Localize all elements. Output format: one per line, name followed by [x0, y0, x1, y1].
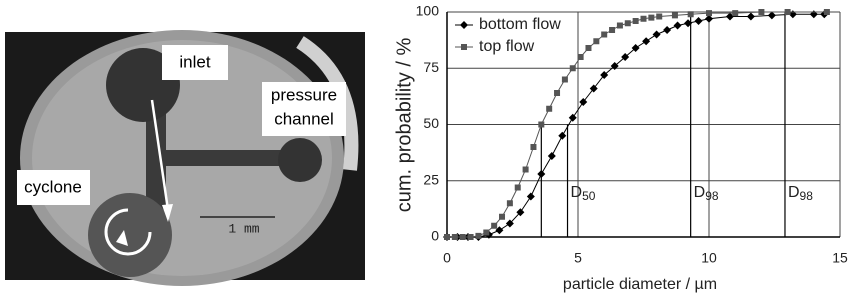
point — [562, 77, 568, 83]
channel — [160, 150, 295, 166]
label: pressure — [271, 85, 337, 104]
point — [674, 22, 682, 30]
point — [672, 12, 678, 18]
y-tick-label: 100 — [416, 3, 440, 19]
point — [625, 20, 631, 26]
point — [810, 10, 818, 18]
y-tick-label: 75 — [423, 59, 439, 75]
point — [491, 223, 497, 229]
point — [570, 65, 576, 71]
point — [601, 32, 607, 38]
point — [578, 54, 584, 60]
point — [617, 23, 623, 29]
annotation-sub: 98 — [705, 189, 719, 203]
point — [569, 114, 577, 122]
photo: inlet pressure channel cyclone 1 mm — [5, 30, 365, 286]
label: inlet — [179, 52, 210, 71]
y-axis-label: cum. probability / % — [393, 38, 415, 213]
point — [732, 10, 738, 16]
pressure-port — [278, 138, 322, 182]
point — [641, 16, 647, 22]
point — [768, 11, 776, 19]
point — [785, 9, 791, 15]
annotation-text: D — [694, 184, 706, 201]
point — [585, 45, 591, 51]
legend-label: top flow — [479, 38, 535, 55]
annotation-text: D — [571, 184, 583, 201]
x-tick-label: 15 — [832, 250, 848, 266]
legend-label: bottom flow — [479, 16, 561, 33]
annotation-sub: 50 — [582, 189, 596, 203]
point — [527, 193, 535, 201]
annotation: D98 — [788, 184, 813, 203]
annotation: D98 — [694, 184, 719, 203]
cyclone-port — [88, 193, 172, 277]
y-tick-label: 50 — [423, 115, 439, 131]
annotation-sub: 98 — [800, 189, 814, 203]
point — [538, 122, 544, 128]
point — [554, 90, 560, 96]
x-axis-label: particle diameter / µm — [563, 276, 717, 293]
annotation: D50 — [571, 184, 596, 203]
point — [824, 9, 830, 15]
point — [460, 234, 466, 240]
point — [530, 144, 536, 150]
point — [515, 185, 521, 191]
label: cyclone — [24, 177, 82, 196]
y-tick-label: 25 — [423, 171, 439, 187]
point — [507, 200, 513, 206]
point — [642, 37, 650, 45]
x-tick-label: 10 — [701, 250, 717, 266]
point — [593, 38, 599, 44]
point — [558, 132, 566, 140]
point — [475, 233, 481, 239]
figure: inlet pressure channel cyclone 1 mm cum.… — [0, 0, 854, 297]
point — [499, 214, 505, 220]
point — [548, 152, 556, 160]
point — [468, 234, 474, 240]
point — [546, 106, 552, 112]
point — [461, 44, 467, 50]
point — [758, 9, 764, 15]
point — [537, 170, 545, 178]
x-tick-label: 5 — [574, 250, 582, 266]
point — [695, 17, 703, 25]
point — [444, 234, 450, 240]
point — [663, 26, 671, 34]
scale-label: 1 mm — [228, 221, 259, 236]
legend: bottom flow top flow — [450, 13, 562, 61]
point — [523, 167, 529, 173]
label: channel — [274, 109, 334, 128]
y-tick-label: 0 — [431, 228, 439, 244]
point — [747, 13, 755, 21]
point — [483, 230, 489, 236]
point — [452, 234, 458, 240]
point — [653, 31, 661, 39]
point — [609, 27, 615, 33]
point — [688, 11, 694, 17]
point — [656, 14, 662, 20]
x-tick-label: 0 — [443, 250, 451, 266]
annotation-text: D — [788, 184, 800, 201]
point — [648, 15, 654, 21]
point — [706, 10, 712, 16]
point — [633, 18, 639, 24]
